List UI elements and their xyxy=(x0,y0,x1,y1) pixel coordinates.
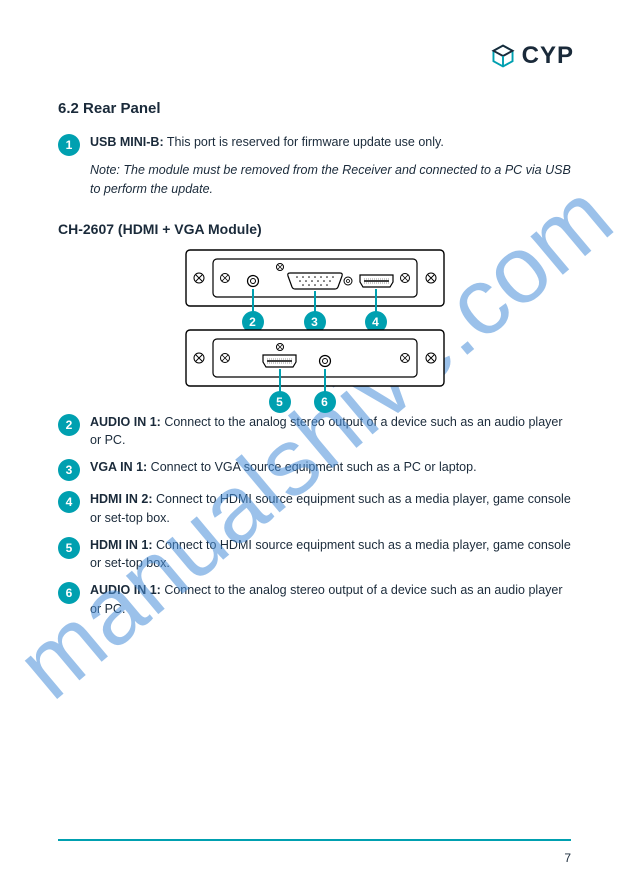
item-text: This port is reserved for firmware updat… xyxy=(164,135,444,149)
bullet-number: 1 xyxy=(58,134,80,156)
subsection-title: 6.2 Rear Panel xyxy=(58,100,571,117)
bullet-number: 6 xyxy=(58,582,80,604)
list-item: 4 HDMI IN 2: Connect to HDMI source equi… xyxy=(58,490,571,528)
bullet-number: 4 xyxy=(58,491,80,513)
panel-vga-hdmi: 2 3 4 xyxy=(185,249,445,307)
bullet-body: HDMI IN 2: Connect to HDMI source equipm… xyxy=(90,490,571,528)
diagram-container: 2 3 4 xyxy=(58,249,571,387)
item-text: Connect to the analog stereo output of a… xyxy=(90,415,563,448)
item-label: HDMI IN 1: xyxy=(90,538,153,552)
item-label: HDMI IN 2: xyxy=(90,492,153,506)
item-label: AUDIO IN 1: xyxy=(90,415,161,429)
note-body: The module must be removed from the Rece… xyxy=(90,163,571,196)
bullet-number: 2 xyxy=(58,414,80,436)
item-text: Connect to the analog stereo output of a… xyxy=(90,583,563,616)
list-item: 2 AUDIO IN 1: Connect to the analog ster… xyxy=(58,413,571,451)
callout-6: 6 xyxy=(314,391,336,413)
bullet-body: AUDIO IN 1: Connect to the analog stereo… xyxy=(90,581,571,619)
lower-list: 2 AUDIO IN 1: Connect to the analog ster… xyxy=(58,413,571,619)
list-item: 1 USB MINI-B: This port is reserved for … xyxy=(58,133,571,157)
item-text: Connect to HDMI source equipment such as… xyxy=(90,492,571,525)
page-number: 7 xyxy=(564,851,571,865)
item-label: USB MINI-B: xyxy=(90,135,164,149)
callout-5: 5 xyxy=(269,391,291,413)
item-text: Connect to HDMI source equipment such as… xyxy=(90,538,571,571)
brand-logo-icon xyxy=(490,43,516,69)
bullet-number: 5 xyxy=(58,537,80,559)
list-item: 6 AUDIO IN 1: Connect to the analog ster… xyxy=(58,581,571,619)
brand-name: CYP xyxy=(522,42,574,70)
panel-svg-2 xyxy=(185,329,445,387)
list-item: 3 VGA IN 1: Connect to VGA source equipm… xyxy=(58,458,571,482)
item-text: Connect to VGA source equipment such as … xyxy=(147,460,476,474)
bullet-body: USB MINI-B: This port is reserved for fi… xyxy=(90,133,571,152)
footer-rule xyxy=(58,839,571,841)
panel-hdmi: 5 6 xyxy=(185,329,445,387)
brand-header: CYP xyxy=(490,42,574,70)
list-item: 5 HDMI IN 1: Connect to HDMI source equi… xyxy=(58,536,571,574)
bullet-body: AUDIO IN 1: Connect to the analog stereo… xyxy=(90,413,571,451)
bullet-body: VGA IN 1: Connect to VGA source equipmen… xyxy=(90,458,571,477)
page-content: 6.2 Rear Panel 1 USB MINI-B: This port i… xyxy=(0,100,629,627)
diagram-title: CH-2607 (HDMI + VGA Module) xyxy=(58,221,571,237)
note-text: Note: The module must be removed from th… xyxy=(90,161,571,199)
bullet-body: HDMI IN 1: Connect to HDMI source equipm… xyxy=(90,536,571,574)
bullet-number: 3 xyxy=(58,459,80,481)
item-label: VGA IN 1: xyxy=(90,460,147,474)
item-label: AUDIO IN 1: xyxy=(90,583,161,597)
note-label: Note: xyxy=(90,163,120,177)
